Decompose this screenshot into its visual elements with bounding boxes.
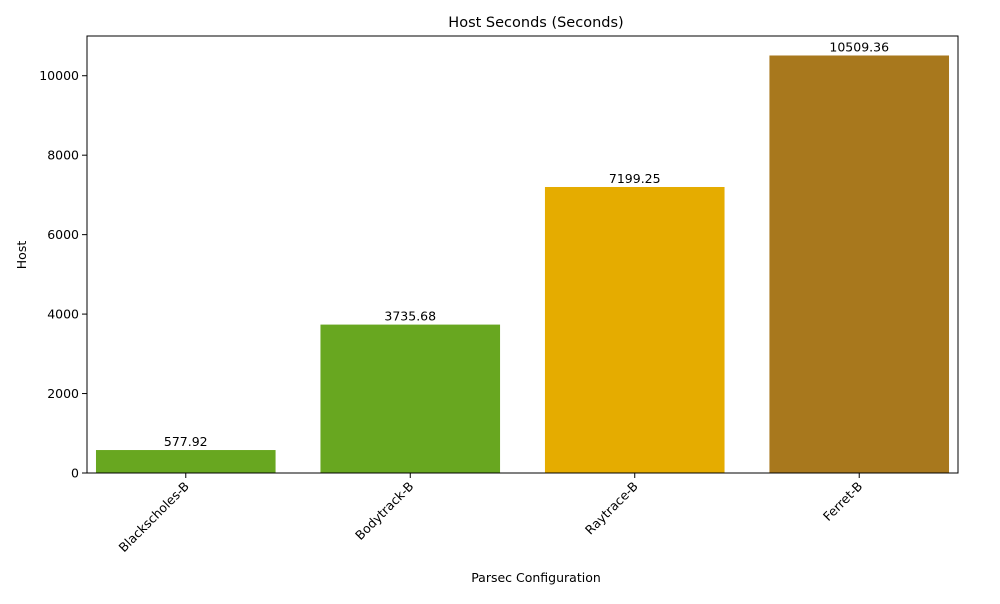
bar-blackscholes-b	[95, 450, 276, 473]
bar-raytrace-b	[544, 186, 725, 473]
x-axis: Blackscholes-B Bodytrack-B Raytrace-B Ferre…	[115, 473, 865, 555]
x-tick-label-raytrace-b: Raytrace-B	[582, 479, 641, 538]
plot-frame	[86, 35, 959, 474]
bar-ferret-b	[769, 55, 950, 473]
x-axis-label: Parsec Configuration	[471, 570, 601, 585]
data-labels-group: 577.92 3735.68 7199.25 10509.36	[164, 39, 889, 449]
x-tick-label-bodytrack-b: Bodytrack-B	[352, 479, 416, 543]
y-axis-label: Host	[14, 241, 29, 270]
bar-bodytrack-b	[320, 324, 501, 473]
y-tick-label-4000: 4000	[47, 307, 79, 322]
chart-title: Host Seconds (Seconds)	[448, 15, 623, 31]
x-tick-label-ferret-b: Ferret-B	[820, 479, 865, 524]
y-tick-label-2000: 2000	[47, 386, 79, 401]
bars-group	[95, 55, 950, 473]
data-label-bodytrack-b: 3735.68	[384, 309, 436, 324]
data-label-raytrace-b: 7199.25	[609, 171, 661, 186]
y-axis: 0 2000 4000 6000 8000 10000	[39, 68, 87, 481]
y-tick-label-8000: 8000	[47, 148, 79, 163]
y-tick-label-0: 0	[71, 466, 79, 481]
y-tick-label-6000: 6000	[47, 227, 79, 242]
data-label-ferret-b: 10509.36	[829, 39, 889, 54]
data-label-blackscholes-b: 577.92	[164, 434, 208, 449]
y-tick-label-10000: 10000	[39, 68, 79, 83]
x-tick-label-blackscholes-b: Blackscholes-B	[115, 479, 191, 555]
